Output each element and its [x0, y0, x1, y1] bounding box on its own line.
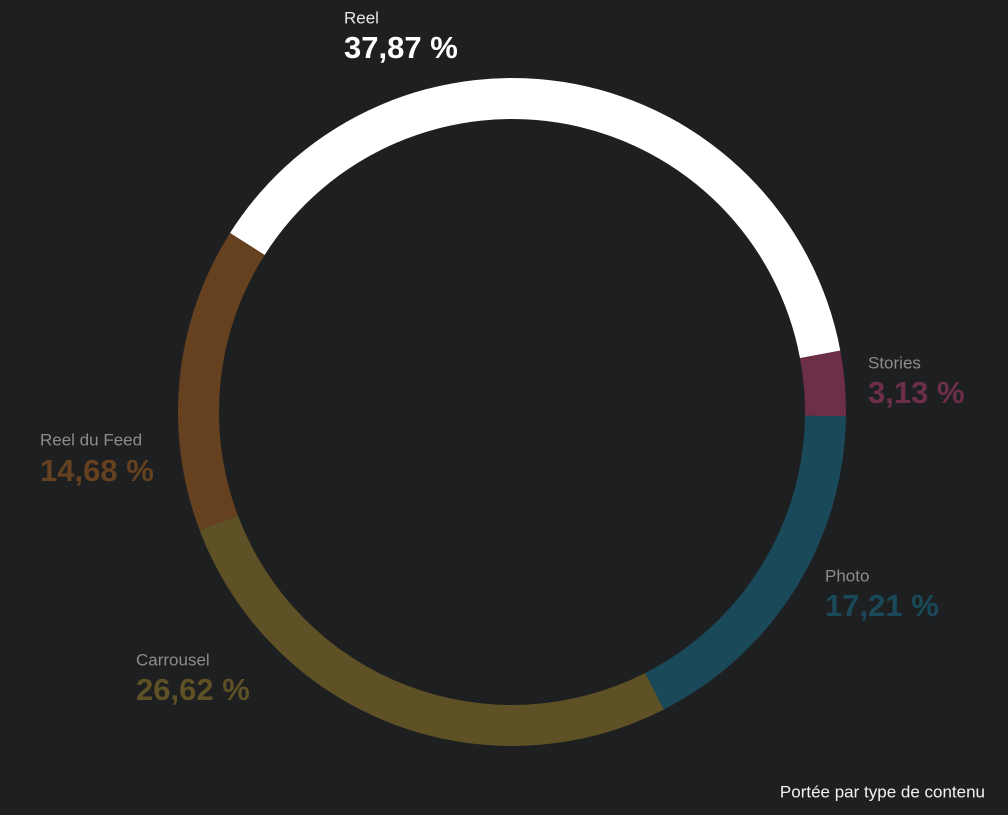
donut-segment: [229, 78, 841, 359]
chart-title: Portée par type de contenu: [780, 782, 985, 801]
segment-name: Carrousel: [136, 650, 210, 669]
donut-segment: [178, 233, 265, 531]
donut-segment: [645, 415, 846, 710]
segment-value-label: 17,21 %: [825, 588, 939, 623]
segment-value-label: 26,62 %: [136, 672, 250, 707]
segment-name: Reel du Feed: [40, 430, 142, 449]
segment-value-label: 14,68 %: [40, 453, 154, 488]
donut-segment: [199, 515, 664, 746]
segment-value-label: 37,87 %: [344, 30, 458, 65]
segment-value-label: 3,13 %: [868, 375, 965, 410]
segment-name: Photo: [825, 566, 869, 585]
segment-name: Stories: [868, 353, 921, 372]
segment-name: Reel: [344, 8, 379, 27]
donut-segment: [800, 350, 846, 417]
